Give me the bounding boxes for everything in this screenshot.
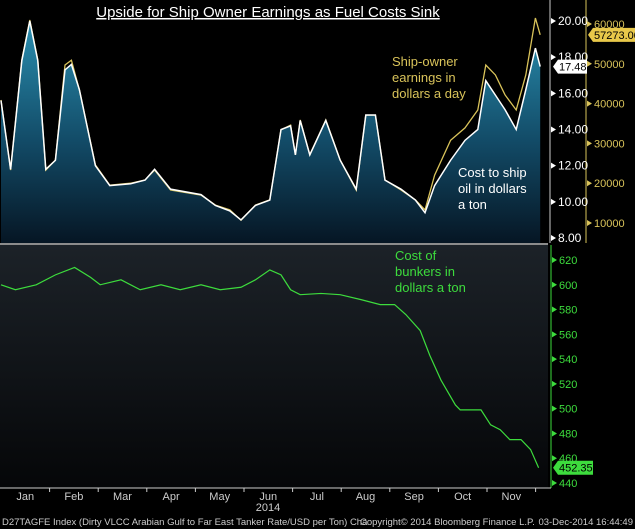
tick-marker	[552, 380, 557, 387]
tick-marker	[551, 198, 556, 205]
y-tick-label: 14.00	[558, 123, 588, 137]
x-tick-label: Oct	[454, 491, 471, 503]
tick-marker	[551, 235, 556, 241]
bottom-panel	[0, 245, 548, 488]
y-tick-label: 12.00	[558, 159, 588, 173]
bunkers-line	[0, 266, 540, 468]
cost-line	[0, 20, 541, 221]
annotation-line: oil in dollars	[458, 181, 527, 196]
y-tick-label: 10.00	[558, 195, 588, 209]
y-tick-label: 8.00	[558, 231, 582, 245]
earnings-annotation: Ship-owner earnings in dollars a day	[392, 54, 466, 101]
earnings-last-value-bg	[588, 27, 635, 42]
tick-marker	[552, 405, 557, 412]
annotation-line: dollars a ton	[395, 280, 466, 295]
x-tick-label: Sep	[404, 491, 424, 503]
y-tick-label: 10000	[594, 218, 625, 230]
y-tick-label: 16.00	[558, 86, 588, 100]
y-tick-label: 50000	[594, 59, 625, 71]
annotation-line: earnings in	[392, 70, 456, 85]
annotation-line: a ton	[458, 197, 487, 212]
bunkers-last-value-bg	[553, 460, 593, 475]
tick-marker	[552, 455, 557, 462]
tick-marker	[587, 60, 592, 67]
tick-marker	[587, 140, 592, 147]
x-tick-label: Nov	[502, 491, 522, 503]
annotation-line: Ship-owner	[392, 54, 458, 69]
x-tick-label: Jan	[16, 491, 34, 503]
tick-marker	[552, 430, 557, 437]
footer-source: D27TAGFE Index (Dirty VLCC Arabian Gulf …	[2, 517, 368, 528]
tick-marker	[552, 306, 557, 313]
x-tick-label: Jun	[259, 491, 277, 503]
chart-title: Upside for Ship Owner Earnings as Fuel C…	[96, 4, 440, 21]
cost-area	[1, 21, 541, 243]
y-tick-label: 20000	[594, 178, 625, 190]
tick-marker	[587, 21, 592, 27]
tick-marker	[587, 180, 592, 187]
bunkers-last-value: 452.35	[559, 463, 593, 475]
y-tick-label: 620	[559, 255, 577, 267]
x-tick-label: Mar	[113, 491, 132, 503]
tick-marker	[587, 100, 592, 107]
x-axis-year: 2014	[256, 502, 280, 514]
tick-marker	[587, 220, 592, 226]
x-tick-label: Feb	[64, 491, 83, 503]
cost-last-value: 17.48	[559, 62, 587, 74]
y-tick-label: 500	[559, 404, 577, 416]
earnings-last-value: 57273.00	[594, 30, 635, 42]
annotation-line: Cost to ship	[458, 165, 527, 180]
bunkers-annotation: Cost of bunkers in dollars a ton	[395, 248, 466, 295]
y-tick-label: 560	[559, 329, 577, 341]
y-tick-label: 20.00	[558, 14, 588, 28]
y-tick-label: 580	[559, 305, 577, 317]
tick-marker	[552, 356, 557, 363]
y-tick-label: 520	[559, 379, 577, 391]
y-tick-label: 540	[559, 354, 577, 366]
x-tick-label: Jul	[310, 491, 324, 503]
tick-marker	[551, 162, 556, 169]
tick-marker	[551, 54, 556, 61]
annotation-line: bunkers in	[395, 264, 455, 279]
tick-marker	[552, 480, 557, 486]
footer-copyright: Copyright© 2014 Bloomberg Finance L.P.	[360, 517, 535, 528]
tick-marker	[551, 90, 556, 97]
y-tick-label: 30000	[594, 138, 625, 150]
tick-marker	[552, 257, 557, 263]
cost-annotation: Cost to ship oil in dollars a ton	[458, 165, 527, 212]
tick-marker	[552, 331, 557, 338]
tick-marker	[552, 281, 557, 288]
footer-timestamp: 03-Dec-2014 16:44:49	[538, 517, 633, 528]
annotation-line: Cost of	[395, 248, 437, 263]
x-tick-label: May	[209, 491, 230, 503]
y-tick-label: 40000	[594, 99, 625, 111]
x-tick-label: Aug	[356, 491, 376, 503]
tick-marker	[551, 126, 556, 133]
annotation-line: dollars a day	[392, 86, 466, 101]
tick-marker	[551, 18, 556, 24]
y-tick-label: 600	[559, 280, 577, 292]
x-tick-label: Apr	[163, 491, 180, 503]
y-tick-label: 480	[559, 428, 577, 440]
y-tick-label: 440	[559, 478, 577, 490]
cost-last-value-bg	[553, 59, 587, 74]
